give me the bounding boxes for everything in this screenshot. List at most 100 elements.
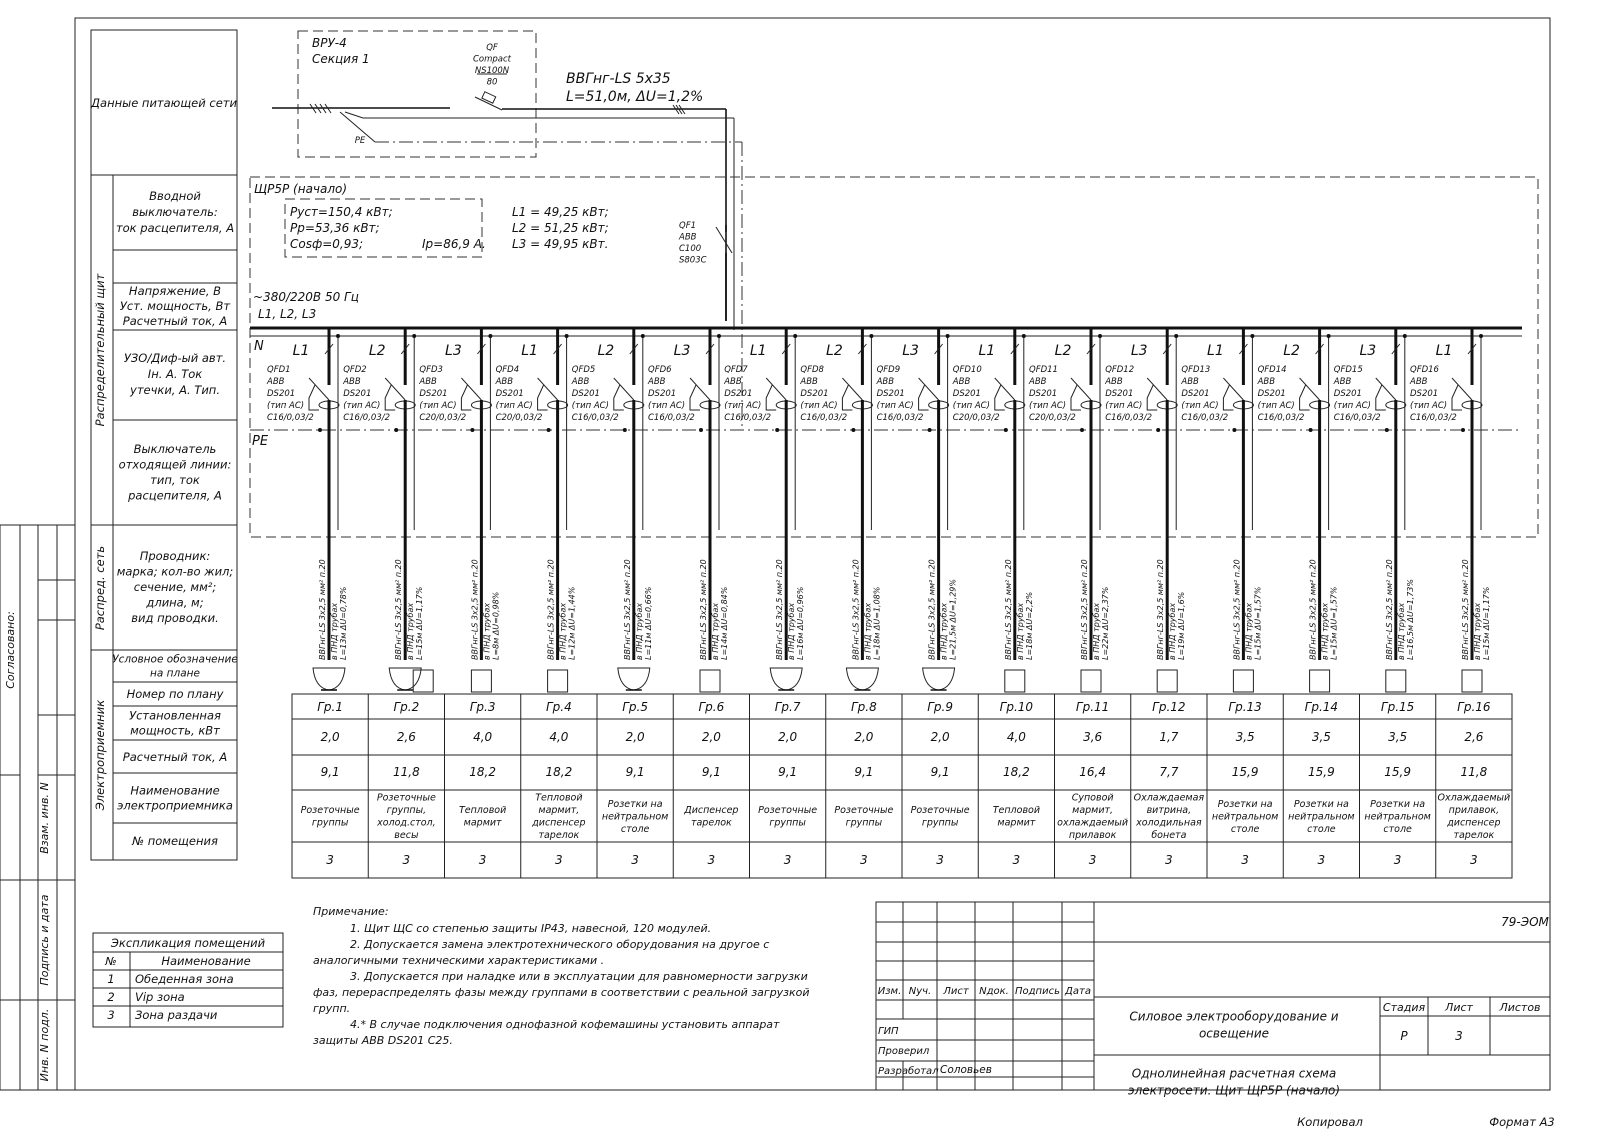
breaker-contact [384, 377, 406, 401]
agreed-label: Согласовано: [4, 611, 17, 689]
consumer-name: Тепловой мармит [459, 805, 506, 829]
drawing-frame [0, 17, 1551, 1091]
document-code: 79-ЭОМ [1501, 915, 1549, 929]
cable-route: в ПНД трубах [863, 603, 872, 660]
breaker-model: DS201 [953, 389, 981, 399]
phase-label: L1 [521, 343, 538, 359]
consumer-name: Розеточные группы [911, 805, 970, 829]
title-col-header: Лист [942, 986, 970, 997]
wire [1086, 343, 1096, 355]
breaker-model: DS201 [496, 389, 524, 399]
breaker-rating: C16/0,03/2 [724, 413, 771, 423]
installed-power-value: 2,0 [702, 730, 721, 744]
breaker-maker: ABB [1333, 377, 1352, 387]
breaker-contact [308, 377, 330, 401]
calc-current-value: 9,1 [321, 765, 340, 779]
breaker-model: DS201 [800, 389, 828, 399]
room-number: 3 [1165, 853, 1173, 867]
consumer-name: Розеточные группы [301, 805, 360, 829]
calc-current: Iр=86,9 А. [422, 237, 486, 251]
breaker-maker: ABB [342, 377, 361, 387]
equipment-box-icon [470, 669, 492, 693]
cable-length-drop: L=11м ΔU=0,66% [644, 587, 653, 660]
breaker-type: (тип АС) [1029, 401, 1066, 411]
room-number: 3 [1470, 853, 1478, 867]
room-no: 2 [107, 990, 114, 1004]
breaker-contact [1375, 377, 1397, 401]
pe-dot [699, 428, 703, 432]
breaker-contact [765, 377, 787, 401]
breaker-type: (тип АС) [953, 401, 990, 411]
breaker-contact [613, 377, 635, 401]
breaker-maker: ABB [799, 377, 818, 387]
wire [629, 343, 639, 355]
breaker-rating: C16/0,03/2 [877, 413, 924, 423]
calc-current-value: 9,1 [854, 765, 873, 779]
socket-icon [617, 667, 651, 691]
pe-dot [1156, 428, 1161, 432]
phase-label: L1 [750, 343, 767, 359]
group-number: Гр.14 [1305, 700, 1338, 714]
breaker-id: QFD14 [1258, 365, 1287, 375]
consumer-name: Диспенсер тарелок [683, 805, 738, 829]
breaker-type: (тип АС) [1334, 401, 1371, 411]
breaker-model: DS201 [1258, 389, 1286, 399]
breaker-rating: C16/0,03/2 [572, 413, 619, 423]
pe-dot [546, 428, 551, 432]
cable-mark: ВВГнг-LS 3х2,5 мм² п.20 [470, 559, 479, 660]
installed-power-value: 2,0 [626, 730, 645, 744]
pe-dot [1384, 428, 1389, 432]
junction-dot [1174, 334, 1179, 338]
group-number: Гр.2 [393, 700, 419, 714]
breaker-type: (тип АС) [877, 401, 914, 411]
calc-current-value: 9,1 [702, 765, 721, 779]
sheets-header: Листов [1498, 1001, 1540, 1014]
breaker-id: QFD15 [1334, 365, 1363, 375]
socket-icon [845, 667, 879, 691]
title-col-header: Дата [1064, 986, 1091, 997]
junction-dot [488, 334, 493, 338]
phase-l1-load: L1 = 49,25 кВт; [512, 205, 609, 219]
consumer-label: Электроприемник [93, 700, 107, 811]
wire [319, 103, 327, 114]
breaker-contact [461, 377, 482, 401]
installed-power-value: 4,0 [549, 730, 568, 744]
vru-section: Секция 1 [312, 52, 370, 66]
equipment-box-icon [1461, 669, 1483, 693]
breaker-type: (тип АС) [419, 401, 456, 411]
junction-dot [412, 334, 417, 338]
note-line: 1. Щит ЩС со степенью защиты IP43, навес… [350, 922, 711, 935]
breaker-type: (тип АС) [1410, 401, 1447, 411]
qf-label: Compact [473, 55, 512, 65]
wire [1010, 343, 1020, 355]
room-name: Vip зона [135, 990, 185, 1004]
installed-power-value: 2,6 [397, 730, 416, 744]
consumer-name: Розетки на нейтральном столе [1364, 799, 1430, 835]
installed-power-value: 2,0 [778, 730, 797, 744]
room-number: 3 [1394, 853, 1402, 867]
cable-mark: ВВГнг-LS 3х2,5 мм² п.20 [1080, 559, 1089, 660]
developer-name: Соловьев [940, 1064, 992, 1076]
cable-length-drop: L=18м ΔU=2,2% [1025, 592, 1034, 660]
equipment-box-icon [547, 669, 569, 693]
breaker-maker: ABB [723, 377, 742, 387]
breaker-type: (тип АС) [648, 401, 685, 411]
breaker-maker: ABB [266, 377, 285, 387]
group-number: Гр.8 [851, 700, 877, 714]
breaker-type: (тип АС) [800, 401, 837, 411]
sheet-title: Однолинейная расчетная схема электросети.… [1128, 1067, 1340, 1098]
breaker-model: DS201 [1181, 389, 1209, 399]
breaker-trip [765, 384, 777, 411]
phase-label: L3 [1131, 343, 1148, 359]
vru-box [297, 30, 537, 158]
breaker-model: DS201 [877, 389, 905, 399]
breaker-model: DS201 [572, 389, 600, 399]
wire [324, 103, 332, 114]
sign-date-label: Подпись и дата [38, 894, 51, 985]
pe-dot [622, 428, 627, 432]
cable-mark: ВВГнг-LS 3х2,5 мм² п.20 [1385, 559, 1394, 660]
room-name: Обеденная зона [135, 972, 234, 986]
cable-route: в ПНД трубах [1321, 603, 1330, 660]
breaker-maker: ABB [952, 377, 971, 387]
title-col-header: Nдок. [979, 986, 1009, 997]
